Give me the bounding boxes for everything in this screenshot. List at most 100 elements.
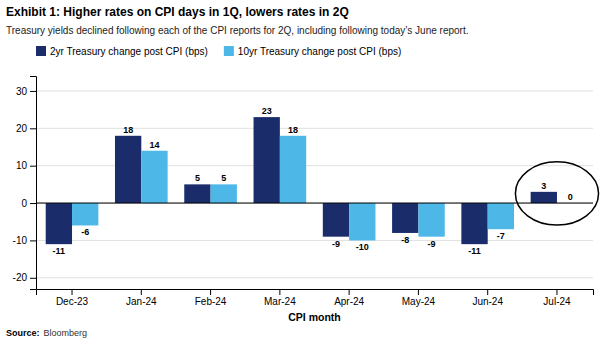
bar — [349, 203, 375, 240]
bars — [46, 117, 557, 244]
data-label: 18 — [288, 125, 298, 135]
legend-swatch — [224, 46, 234, 56]
data-label: 23 — [262, 106, 272, 116]
x-tick-label: May-24 — [402, 296, 436, 307]
bar — [211, 184, 237, 203]
bar — [46, 203, 72, 244]
bar — [461, 203, 487, 244]
x-tick-mark — [418, 289, 419, 295]
x-tick: May-24 — [402, 289, 436, 307]
data-label: -7 — [497, 231, 505, 241]
y-tick-mark — [30, 128, 36, 129]
x-tick-label: Dec-23 — [56, 296, 89, 307]
legend-item: 2yr Treasury change post CPI (bps) — [36, 46, 208, 57]
x-tick: Feb-24 — [195, 289, 227, 307]
bar — [531, 192, 557, 203]
x-tick-label: Jun-24 — [472, 296, 503, 307]
x-tick-label: Jan-24 — [126, 296, 157, 307]
data-label: -10 — [356, 242, 369, 252]
source-label: Source: — [6, 328, 40, 338]
source-text: Bloomberg — [44, 328, 88, 338]
y-tick: -10 — [13, 235, 36, 246]
data-label: -11 — [53, 246, 66, 256]
subtitle: Treasury yields declined following each … — [6, 25, 468, 36]
data-labels: -11 18 5 23 -9 -8 -11 3 -6 14 5 18 -10 -9 -7 0 — [53, 106, 573, 256]
x-tick: Apr-24 — [334, 289, 364, 307]
y-tick-label: 10 — [16, 160, 28, 171]
data-label: -9 — [428, 239, 436, 249]
x-tick-mark — [72, 289, 73, 295]
y-tick: -20 — [13, 272, 36, 283]
y-axis: -20 -10 0 10 20 30 — [13, 77, 37, 290]
x-tick-mark — [556, 289, 557, 295]
x-tick-label: Mar-24 — [264, 296, 296, 307]
legend-label: 2yr Treasury change post CPI (bps) — [50, 46, 208, 57]
x-tick-mark — [349, 289, 350, 295]
grid-line — [36, 203, 593, 204]
legend-item: 10yr Treasury change post CPI (bps) — [224, 46, 401, 57]
data-label: -9 — [332, 239, 340, 249]
y-tick-mark — [30, 240, 36, 241]
x-axis-title: CPI month — [288, 311, 341, 323]
bar — [392, 203, 418, 233]
bar — [141, 151, 167, 203]
legend-swatch — [36, 46, 46, 56]
data-label: 18 — [123, 125, 133, 135]
y-tick-mark — [30, 166, 36, 167]
bar — [184, 184, 210, 203]
x-tick: Jul-24 — [543, 289, 571, 307]
data-label: 3 — [541, 181, 546, 191]
bar — [488, 203, 514, 229]
source: Source: Bloomberg — [6, 328, 87, 338]
legend-label: 10yr Treasury change post CPI (bps) — [238, 46, 401, 57]
bar — [254, 117, 280, 203]
y-tick-mark — [30, 203, 36, 204]
x-tick: Mar-24 — [264, 289, 296, 307]
highlight-ellipse — [515, 162, 598, 225]
bar — [115, 136, 141, 203]
y-tick-label: -10 — [13, 235, 28, 246]
title: Exhibit 1: Higher rates on CPI days in 1… — [6, 5, 349, 19]
y-tick-mark — [30, 278, 36, 279]
zero-line — [36, 203, 593, 204]
data-label: 14 — [149, 140, 159, 150]
y-tick: 10 — [16, 160, 36, 171]
data-label: -6 — [81, 227, 89, 237]
y-tick: 0 — [21, 198, 36, 209]
x-tick-mark — [279, 289, 280, 295]
grid-line — [36, 90, 593, 91]
plot: -20-100102030Dec-23Jan-24Feb-24Mar-24Apr… — [13, 77, 599, 308]
data-label: 5 — [221, 173, 226, 183]
x-tick: Dec-23 — [56, 289, 89, 307]
y-tick-label: -20 — [13, 272, 28, 283]
data-label: -11 — [468, 246, 481, 256]
x-tick-mark — [487, 289, 488, 295]
y-tick-label: 30 — [16, 86, 28, 97]
legend: 2yr Treasury change post CPI (bps) 10yr T… — [36, 46, 401, 57]
grid-line — [36, 277, 593, 278]
x-tick: Jan-24 — [126, 289, 157, 307]
x-axis: Dec-23 Jan-24 Feb-24 Mar-24 Apr-24 May-24 Jun-… — [37, 289, 594, 307]
bar — [323, 203, 349, 237]
data-label: 0 — [568, 192, 573, 202]
bar — [418, 203, 444, 237]
y-tick-mark — [30, 91, 36, 92]
bar — [72, 203, 98, 225]
x-tick-mark — [141, 289, 142, 295]
chart: Exhibit 1: Higher rates on CPI days in 1… — [0, 0, 605, 341]
x-tick-label: Jul-24 — [543, 296, 571, 307]
x-axis-line — [37, 290, 594, 296]
x-tick-mark — [210, 289, 211, 295]
y-axis-line — [30, 77, 37, 290]
x-tick-label: Apr-24 — [334, 296, 364, 307]
data-label: 5 — [195, 173, 200, 183]
y-tick: 30 — [16, 86, 36, 97]
grid — [36, 91, 593, 278]
grid-line — [36, 128, 593, 129]
y-tick: 20 — [16, 123, 36, 134]
data-label: -8 — [401, 235, 409, 245]
x-tick: Jun-24 — [472, 289, 503, 307]
bar — [280, 136, 306, 203]
y-tick-label: 0 — [21, 198, 27, 209]
x-tick-label: Feb-24 — [195, 296, 227, 307]
